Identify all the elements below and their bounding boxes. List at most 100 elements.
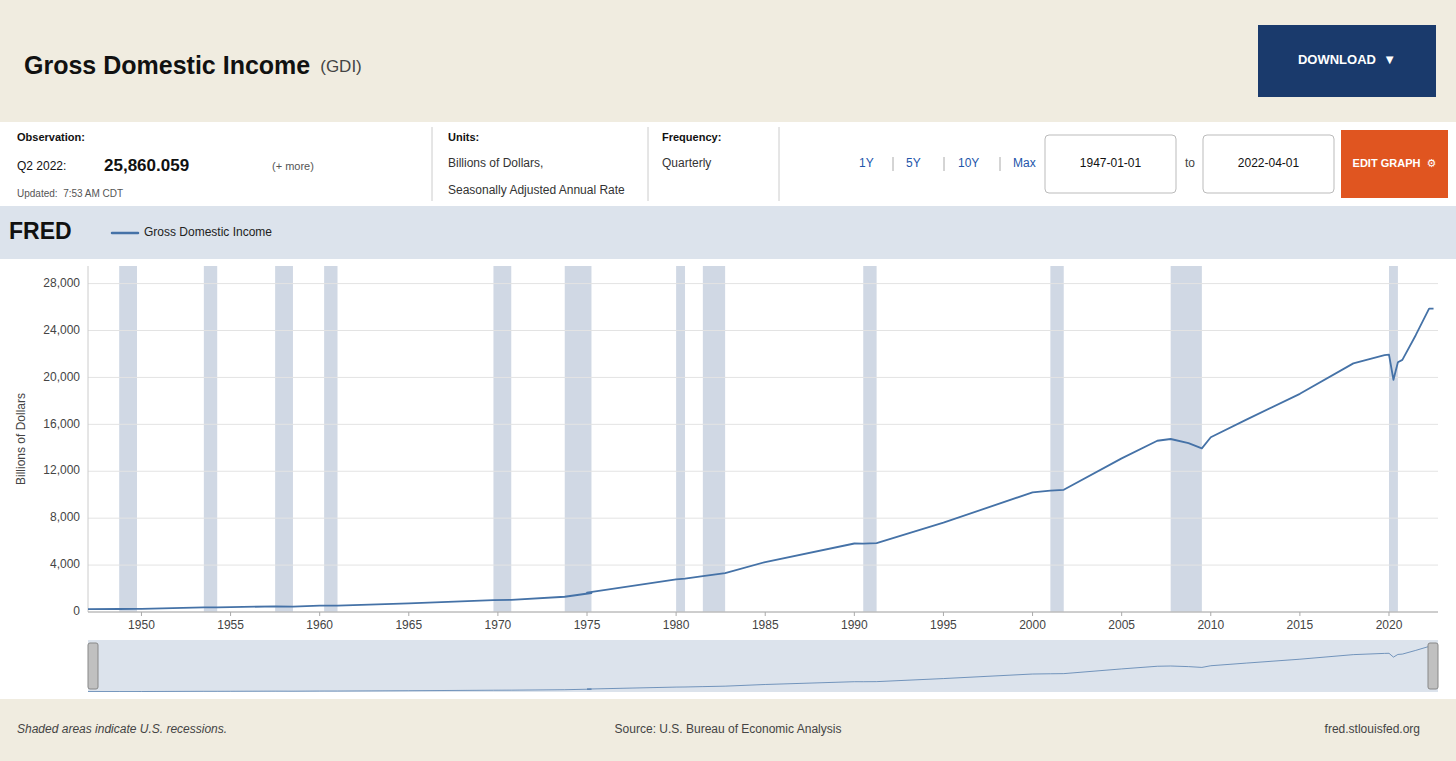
x-tick	[676, 612, 677, 616]
more-link[interactable]: (+ more)	[272, 160, 314, 172]
y-axis-label: Billions of Dollars	[14, 393, 28, 485]
overview-group	[88, 646, 1434, 691]
x-tick	[230, 612, 231, 616]
info-separator	[648, 127, 649, 201]
overview-handle[interactable]	[88, 643, 98, 689]
header-band	[0, 0, 1456, 122]
x-axis-line	[88, 612, 1438, 613]
download-label[interactable]: DOWNLOAD ▼	[1298, 52, 1396, 67]
y-tick-label: 0	[73, 604, 80, 618]
x-tick-label: 1975	[574, 618, 601, 632]
grid-line	[88, 330, 1438, 331]
x-tick-label: 1970	[485, 618, 512, 632]
range-separator	[944, 157, 945, 171]
recession-band	[863, 266, 876, 612]
y-tick-label: 8,000	[50, 510, 80, 524]
plot-area	[88, 266, 1438, 612]
x-tick-label: 1980	[663, 618, 690, 632]
observation-value: 25,860.059	[104, 156, 189, 175]
recession-band	[676, 266, 685, 612]
legend-swatch	[112, 232, 138, 235]
brand: FRED	[9, 218, 72, 244]
info-separator	[779, 127, 780, 201]
info-heading: Frequency:	[662, 131, 721, 143]
recession-band	[493, 266, 511, 612]
x-tick-label: 1990	[841, 618, 868, 632]
overview-line	[88, 646, 1434, 691]
footer-source: Source: U.S. Bureau of Economic Analysis	[615, 722, 842, 736]
overview-strip	[88, 640, 1438, 692]
date-box-frame[interactable]	[1045, 135, 1176, 193]
range-selector[interactable]: 5Y	[906, 156, 921, 170]
range-separator	[893, 157, 894, 171]
recession-band	[1171, 266, 1202, 612]
x-tick	[765, 612, 766, 616]
date-text[interactable]: 2022-04-01	[1238, 156, 1300, 170]
x-tick-label: 2005	[1108, 618, 1135, 632]
x-tick	[587, 612, 588, 616]
title: Gross Domestic Income	[24, 51, 310, 79]
info-heading: Units:	[448, 131, 479, 143]
range-selector[interactable]: 10Y	[958, 156, 979, 170]
legend-band	[0, 206, 1456, 259]
range-selector[interactable]: 1Y	[859, 156, 874, 170]
date-box[interactable]: 2022-04-01	[1203, 135, 1334, 193]
x-tick	[1121, 612, 1122, 616]
range-selector[interactable]: Max	[1013, 156, 1036, 170]
recession-band	[275, 266, 293, 612]
recession-bands	[119, 266, 1398, 612]
edit-graph-label[interactable]: EDIT GRAPH ⚙	[1353, 157, 1437, 169]
footer-band	[0, 699, 1456, 761]
series-group	[88, 309, 1434, 609]
page: Gross Domestic Income (GDI) DOWNLOAD ▼ Obse…	[0, 0, 1456, 761]
download-button-bg	[1258, 25, 1436, 97]
units-text: Seasonally Adjusted Annual Rate	[448, 183, 625, 197]
recession-band	[324, 266, 337, 612]
overview-handle[interactable]	[1428, 643, 1438, 689]
observation-date: Q2 2022:	[17, 159, 66, 173]
footer-link[interactable]: fred.stlouisfed.org	[1325, 722, 1420, 736]
x-tick	[497, 612, 498, 616]
units-text: Billions of Dollars,	[448, 156, 543, 170]
x-tick	[1299, 612, 1300, 616]
download-button[interactable]: DOWNLOAD ▼	[1258, 25, 1436, 97]
recession-band	[1050, 266, 1063, 612]
series-line	[88, 309, 1434, 609]
date-text[interactable]: 1947-01-01	[1080, 156, 1142, 170]
updated-note: Updated: 7:53 AM CDT	[17, 188, 123, 199]
y-grid	[88, 284, 1438, 612]
info-heading: Observation:	[17, 131, 85, 143]
recession-band	[1389, 266, 1398, 612]
edit-graph-button[interactable]: EDIT GRAPH ⚙	[1341, 130, 1448, 198]
y-tick-label: 16,000	[43, 417, 80, 431]
subtitle: (GDI)	[320, 57, 362, 76]
grid-line	[88, 377, 1438, 378]
grid-line	[88, 565, 1438, 566]
grid-line	[88, 283, 1438, 284]
info-band	[0, 122, 1456, 206]
range-separator	[1000, 157, 1001, 171]
frequency-text: Quarterly	[662, 156, 711, 170]
grid-line	[88, 612, 1438, 613]
date-box-frame[interactable]	[1203, 135, 1334, 193]
y-tick-label: 4,000	[50, 557, 80, 571]
x-tick-label: 2015	[1287, 618, 1314, 632]
y-axis-line	[88, 266, 89, 612]
x-tick	[141, 612, 142, 616]
footer-note: Shaded areas indicate U.S. recessions.	[17, 722, 227, 736]
y-tick-label: 12,000	[43, 463, 80, 477]
x-tick	[319, 612, 320, 616]
x-tick-label: 1955	[217, 618, 244, 632]
grid-line	[88, 471, 1438, 472]
y-tick-label: 24,000	[43, 323, 80, 337]
y-tick-label: 28,000	[43, 276, 80, 290]
x-tick-label: 1995	[930, 618, 957, 632]
y-tick-label: 20,000	[43, 370, 80, 384]
x-tick	[854, 612, 855, 616]
x-tick	[1388, 612, 1389, 616]
recession-band	[565, 266, 592, 612]
date-box[interactable]: 1947-01-01	[1045, 135, 1176, 193]
x-tick-label: 2020	[1376, 618, 1403, 632]
recession-band	[204, 266, 217, 612]
recession-band	[119, 266, 137, 612]
